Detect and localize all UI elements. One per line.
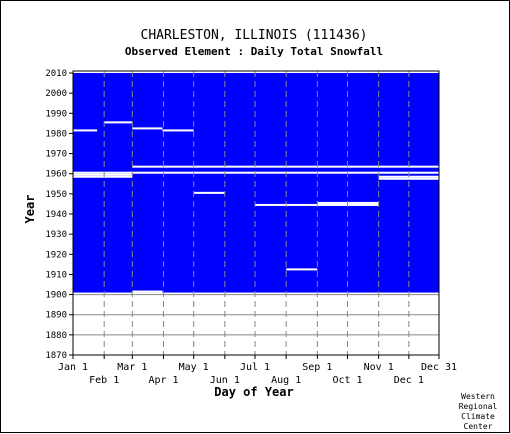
missing-span: [104, 121, 133, 124]
y-tick-label: 1930: [45, 230, 67, 240]
missing-span: [286, 268, 318, 271]
y-tick-label: 2000: [45, 89, 67, 99]
y-tick-label: 1970: [45, 150, 67, 160]
missing-span: [73, 173, 133, 176]
missing-span: [254, 203, 379, 206]
missing-span: [73, 175, 133, 178]
y-tick-label: 1890: [45, 311, 67, 321]
y-tick-label: 1960: [45, 170, 67, 180]
missing-span: [193, 191, 225, 194]
missing-span: [132, 127, 163, 130]
missing-span: [317, 201, 379, 204]
x-tick-label: Dec 1: [394, 375, 424, 386]
x-tick-label: May 1: [179, 362, 209, 373]
x-tick-label: Oct 1: [332, 375, 362, 386]
credit-line: Western: [461, 392, 495, 401]
x-tick-label: Jul 1: [240, 362, 270, 373]
x-tick-label: Apr 1: [148, 375, 178, 386]
y-tick-label: 1920: [45, 250, 67, 260]
x-tick-label: Jun 1: [210, 375, 240, 386]
x-tick-label: Feb 1: [89, 375, 119, 386]
y-tick-label: 1940: [45, 210, 67, 220]
missing-span: [73, 129, 98, 132]
missing-span: [132, 165, 440, 168]
y-axis-label: Year: [23, 195, 37, 224]
credit-line: Climate: [461, 412, 495, 421]
y-tick-label: 1910: [45, 270, 67, 280]
y-tick-label: 1950: [45, 190, 67, 200]
x-tick-label: Mar 1: [117, 362, 147, 373]
y-tick-label: 1900: [45, 291, 67, 301]
missing-span: [73, 292, 439, 295]
x-tick-label: Aug 1: [271, 375, 301, 386]
credit-line: Center: [464, 422, 493, 431]
y-tick-label: 1880: [45, 331, 67, 341]
x-tick-label: Sep 1: [302, 362, 332, 373]
y-tick-label: 1990: [45, 109, 67, 119]
missing-span: [378, 177, 439, 180]
y-tick-label: 1870: [45, 351, 67, 361]
plot-area: 1870 1880 1890 1900 1910 1920 1930 1940 1950 1960…: [45, 69, 457, 386]
credit-line: Regional: [459, 402, 498, 411]
missing-span: [73, 71, 439, 74]
data-present-region: [73, 71, 439, 295]
chart-title: CHARLESTON, ILLINOIS (111436): [141, 28, 368, 43]
chart-subtitle: Observed Element : Daily Total Snowfall: [125, 45, 383, 58]
x-tick-label: Dec 31: [421, 362, 457, 373]
x-tick-label: Nov 1: [364, 362, 394, 373]
y-tick-label: 1980: [45, 129, 67, 139]
y-tick-label: 2010: [45, 69, 67, 79]
plot-border: [72, 70, 440, 356]
x-axis-label: Day of Year: [214, 385, 293, 399]
x-tick-label: Jan 1: [58, 362, 88, 373]
missing-span: [162, 129, 194, 132]
missing-span: [73, 171, 439, 174]
missing-span: [132, 290, 163, 293]
